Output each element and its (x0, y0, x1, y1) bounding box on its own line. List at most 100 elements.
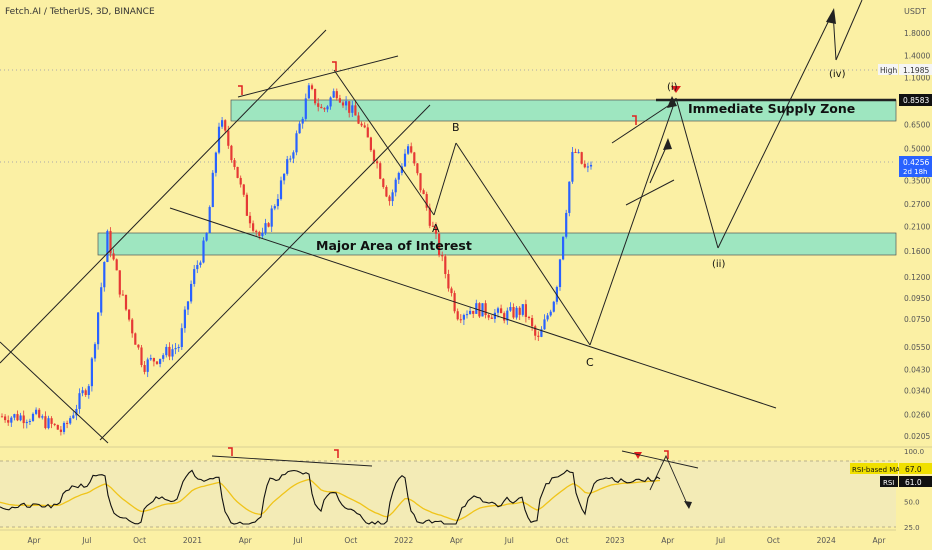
rsi-projection-arrow (684, 501, 692, 509)
rsi-tick-label: 25.0 (904, 524, 920, 532)
candle-body (366, 127, 369, 138)
candle-body (410, 146, 413, 153)
rsi-ma-line (0, 478, 661, 522)
rsi-ma-tag-value-bg (899, 463, 932, 474)
candle-body (112, 253, 115, 260)
candle-body (245, 194, 248, 216)
candle-body (295, 133, 298, 153)
candle-body (397, 172, 400, 180)
candle-body (326, 106, 329, 110)
wave-b-line (433, 142, 457, 216)
time-tick-label: Apr (28, 536, 42, 545)
time-tick-label: 2024 (817, 536, 836, 545)
rsi-ma-tag-label: RSI-based MA (852, 466, 900, 474)
candle-body (134, 333, 137, 345)
candle-body (385, 187, 388, 197)
price-tick-label: 0.0430 (904, 365, 930, 374)
candle-body (376, 161, 379, 164)
wedge-upper-line (611, 101, 675, 144)
candle-body (304, 98, 307, 119)
descending-line-left (0, 341, 109, 444)
candle-body (338, 98, 341, 103)
rsi-pane (0, 461, 896, 527)
rsi-ma-tag-value: 67.0 (905, 465, 922, 474)
candle-body (10, 417, 13, 423)
candle-body (155, 361, 159, 364)
candle-body (28, 420, 31, 422)
candle-body (354, 105, 357, 116)
candle-body (224, 120, 227, 131)
candle-body (196, 265, 199, 270)
candle-body (310, 85, 314, 89)
candle-body (428, 207, 431, 226)
candle-body (13, 414, 16, 418)
candle-body (391, 192, 394, 202)
candle-body (481, 303, 484, 317)
candle-body (490, 317, 493, 319)
candle-body (372, 150, 376, 162)
candle-body (484, 303, 487, 316)
top-resistance-line (237, 55, 399, 98)
candle-body (351, 105, 354, 113)
price-tick-label: 0.1600 (904, 247, 930, 256)
candle-body (22, 415, 25, 424)
candle-body (348, 101, 351, 113)
candle-body (124, 294, 128, 310)
chart-title: Fetch.AI / TetherUS, 3D, BINANCE (5, 7, 155, 17)
candle-body (425, 194, 428, 208)
wave-iii-line (717, 11, 834, 249)
candle-body (577, 152, 580, 154)
candle-body (580, 152, 583, 164)
candle-body (565, 212, 568, 237)
candle-body (534, 326, 537, 336)
candle-body (441, 255, 444, 257)
candle-body (81, 390, 84, 394)
price-tick-label: 0.0950 (904, 294, 930, 303)
high-tag-value: 1.1985 (903, 66, 929, 75)
candle-body (16, 414, 19, 421)
price-tick-label: 0.2700 (904, 200, 930, 209)
candle-body (66, 422, 69, 424)
wave-label-iv: (iv) (829, 69, 846, 80)
candle-body (267, 223, 270, 227)
candle-body (93, 344, 97, 359)
candle-body (118, 270, 121, 295)
candle-body (69, 418, 72, 424)
price-tick-label: 0.0340 (904, 386, 930, 395)
rsi-line (0, 469, 661, 525)
candle-body (109, 230, 112, 254)
price-tick-label: 1.1000 (904, 73, 930, 82)
candle-body (531, 318, 534, 327)
candle-body (301, 118, 304, 124)
candle-body (571, 151, 574, 182)
candle-body (233, 160, 236, 167)
candle-body (382, 178, 385, 188)
wave-i-line (589, 97, 677, 346)
time-tick-label: 2022 (394, 536, 413, 545)
candle-body (487, 315, 490, 318)
candle-body (589, 164, 593, 167)
candle-body (496, 308, 500, 313)
current-price-value: 0.4256 (903, 158, 929, 167)
candle-body (314, 88, 317, 104)
candle-body (97, 312, 100, 345)
price-tick-label: 1.4000 (904, 52, 930, 61)
candle-body (379, 163, 382, 179)
candle-body (84, 390, 87, 395)
candle-body (75, 408, 78, 416)
candle-body (87, 386, 90, 395)
candle-body (363, 125, 366, 128)
marked-price-tag (899, 94, 932, 106)
candle-body (438, 233, 441, 256)
rsi-marker-3 (664, 450, 669, 459)
candle-body (152, 358, 155, 362)
candle-body (332, 91, 335, 98)
candle-body (574, 151, 577, 153)
candle-body (273, 206, 276, 209)
arrow-head-small (663, 138, 672, 150)
high-tag-label: High (880, 66, 897, 75)
channel-lower-line (99, 104, 431, 441)
wave-label-i: (i) (667, 82, 678, 93)
candle-body (208, 207, 211, 234)
